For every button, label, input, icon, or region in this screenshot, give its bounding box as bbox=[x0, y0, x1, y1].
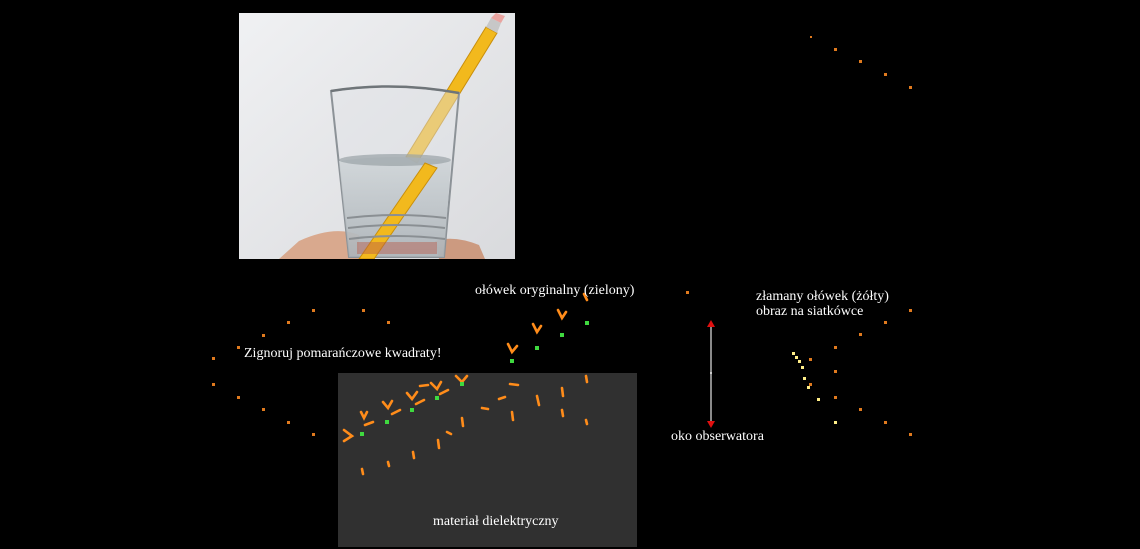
marker-squares bbox=[212, 36, 912, 436]
photo-pencil-lower bbox=[358, 162, 438, 259]
pencil-point bbox=[410, 408, 414, 412]
marker-square bbox=[237, 396, 240, 399]
image-point bbox=[807, 386, 810, 389]
ray-arrows bbox=[342, 292, 589, 476]
eye-arrow-up bbox=[707, 320, 715, 327]
image-point bbox=[817, 398, 820, 401]
image-point bbox=[801, 366, 804, 369]
marker-square bbox=[859, 333, 862, 336]
pencil-point bbox=[360, 432, 364, 436]
ray-arrow bbox=[381, 399, 394, 411]
marker-square bbox=[884, 421, 887, 424]
ray-arrow bbox=[436, 438, 441, 450]
dielectric-slab bbox=[338, 373, 637, 547]
marker-square bbox=[834, 370, 837, 373]
original-pencil-points bbox=[360, 321, 589, 436]
pencil-point bbox=[460, 382, 464, 386]
marker-square bbox=[212, 383, 215, 386]
ray-arrow bbox=[418, 383, 430, 388]
marker-square bbox=[859, 60, 862, 63]
marker-square bbox=[859, 408, 862, 411]
marker-square bbox=[909, 309, 912, 312]
marker-square bbox=[387, 321, 390, 324]
marker-square bbox=[809, 358, 812, 361]
ray-arrow bbox=[560, 408, 565, 418]
image-point bbox=[792, 352, 795, 355]
pencil-point bbox=[510, 359, 514, 363]
ray-arrow bbox=[414, 398, 426, 406]
pencil-point bbox=[585, 321, 589, 325]
ray-arrow bbox=[531, 322, 543, 335]
image-point bbox=[798, 360, 801, 363]
marker-square bbox=[884, 73, 887, 76]
marker-square bbox=[287, 321, 290, 324]
ray-arrow bbox=[584, 374, 589, 384]
marker-square bbox=[312, 309, 315, 312]
ray-arrow bbox=[556, 308, 568, 321]
eye-arrow-down bbox=[707, 421, 715, 428]
ray-arrow bbox=[506, 342, 519, 355]
ray-arrow bbox=[359, 410, 369, 421]
pencil-in-glass-photo bbox=[239, 13, 515, 259]
ray-arrow bbox=[535, 394, 541, 407]
ray-arrow bbox=[582, 292, 589, 302]
ray-arrow bbox=[363, 420, 375, 427]
image-points bbox=[792, 352, 837, 424]
ray-arrow bbox=[390, 408, 402, 416]
marker-square bbox=[810, 36, 812, 38]
marker-square bbox=[884, 321, 887, 324]
retina-image-label: obraz na siatkówce bbox=[756, 304, 864, 319]
image-point bbox=[803, 377, 806, 380]
marker-square bbox=[834, 396, 837, 399]
eye-axis-center bbox=[710, 372, 712, 374]
marker-square bbox=[686, 291, 689, 294]
marker-square bbox=[312, 433, 315, 436]
ray-arrow bbox=[584, 418, 589, 426]
marker-square bbox=[237, 346, 240, 349]
ray-arrow bbox=[560, 386, 565, 398]
marker-square bbox=[909, 86, 912, 89]
ray-arrow bbox=[438, 388, 450, 396]
dielectric-label: materiał dielektryczny bbox=[433, 514, 559, 529]
ray-arrow bbox=[510, 410, 515, 422]
marker-square bbox=[362, 309, 365, 312]
image-point bbox=[795, 356, 798, 359]
marker-square bbox=[262, 408, 265, 411]
ray-arrow bbox=[360, 467, 365, 476]
pencil-point bbox=[435, 396, 439, 400]
pencil-point bbox=[385, 420, 389, 424]
ray-arrow bbox=[386, 460, 391, 468]
ray-arrow bbox=[480, 406, 490, 411]
ignore-squares-label: Zignoruj pomarańczowe kwadraty! bbox=[244, 346, 442, 361]
pencil-point bbox=[535, 346, 539, 350]
observer-eye-label: oko obserwatora bbox=[671, 429, 764, 444]
marker-square bbox=[809, 383, 812, 386]
ray-arrow bbox=[342, 428, 355, 443]
ray-arrow bbox=[454, 374, 469, 384]
ray-arrow bbox=[460, 416, 465, 428]
marker-square bbox=[834, 346, 837, 349]
marker-square bbox=[909, 433, 912, 436]
pencil-point bbox=[560, 333, 564, 337]
ray-arrow bbox=[411, 450, 416, 460]
ray-arrow bbox=[445, 430, 453, 436]
marker-square bbox=[212, 357, 215, 360]
image-point bbox=[834, 421, 837, 424]
marker-square bbox=[287, 421, 290, 424]
marker-square bbox=[834, 48, 837, 51]
broken-pencil-label: złamany ołówek (żółty) bbox=[756, 289, 889, 304]
marker-square bbox=[262, 334, 265, 337]
ray-arrow bbox=[497, 395, 507, 401]
photo-hand bbox=[279, 231, 359, 259]
ray-arrow bbox=[508, 382, 520, 387]
ray-arrow bbox=[405, 390, 419, 402]
observer-eye-axis bbox=[707, 320, 715, 428]
original-pencil-label: ołówek oryginalny (zielony) bbox=[475, 283, 635, 298]
ray-arrow bbox=[429, 380, 443, 392]
